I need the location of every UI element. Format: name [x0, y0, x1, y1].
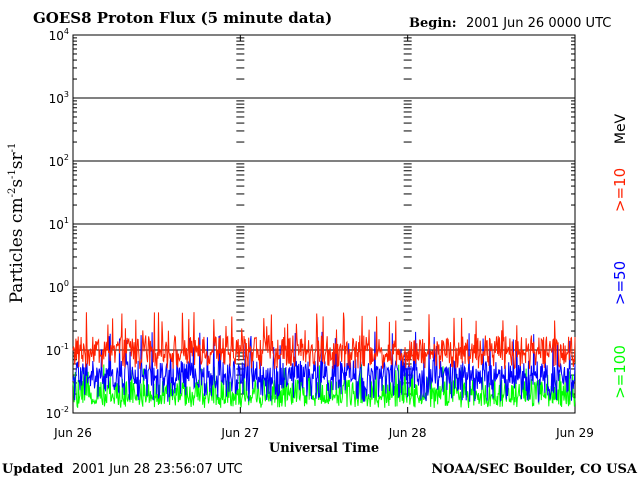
series-line-2	[72, 364, 576, 409]
y-tick-exponent: 4	[64, 27, 69, 36]
legend-ge100: >=100	[611, 345, 629, 399]
chart-title: GOES8 Proton Flux (5 minute data)	[33, 9, 332, 27]
begin-label: Begin:	[409, 16, 457, 31]
y-tick-base: 10	[46, 344, 61, 358]
y-tick-exponent: 0	[64, 279, 69, 288]
y-tick-label: 102	[49, 153, 69, 169]
y-tick-base: 10	[49, 155, 64, 169]
y-tick-exponent: -1	[61, 342, 69, 351]
updated-value: 2001 Jun 28 23:56:07 UTC	[72, 462, 243, 477]
series-line-0	[72, 312, 576, 370]
x-tick-label: Jun 27	[220, 426, 259, 440]
y-axis-label-sr: sr	[7, 151, 27, 169]
x-tick-label: Jun 29	[555, 426, 594, 440]
grid-lines	[72, 35, 576, 414]
y-tick-exponent: 2	[64, 153, 69, 162]
y-tick-exponent: -2	[61, 405, 69, 414]
y-tick-label: 103	[49, 90, 69, 106]
series-line-1	[72, 331, 576, 404]
y-tick-base: 10	[49, 29, 64, 43]
credit-text: NOAA/SEC Boulder, CO USA	[431, 462, 638, 477]
y-tick-base: 10	[49, 218, 64, 232]
x-tick-label: Jun 26	[53, 426, 92, 440]
y-axis-label-s: s	[7, 179, 27, 188]
y-axis-label-base: Particles cm	[7, 197, 27, 303]
y-tick-base: 10	[49, 92, 64, 106]
legend-ge10: >=10	[611, 168, 629, 212]
y-tick-exponent: 3	[64, 90, 69, 99]
y-tick-label: 101	[49, 216, 69, 232]
y-tick-exponent: 1	[64, 216, 69, 225]
y-axis-label-exp3: -1	[7, 143, 18, 153]
x-axis-label: Universal Time	[269, 441, 379, 456]
y-tick-label: 100	[49, 279, 69, 295]
begin-value: 2001 Jun 26 0000 UTC	[466, 16, 611, 31]
x-tick-label: Jun 28	[388, 426, 427, 440]
x-tick-labels: Jun 26 Jun 27 Jun 28 Jun 29	[53, 426, 594, 440]
legend-ge50: >=50	[611, 261, 629, 305]
y-tick-base: 10	[49, 281, 64, 295]
updated-label: Updated	[2, 462, 63, 477]
series-lines	[72, 312, 576, 409]
y-tick-label: 104	[49, 27, 69, 43]
y-axis-label-exp1: -2	[7, 188, 18, 198]
y-tick-label: 10-2	[46, 405, 69, 421]
y-tick-base: 10	[46, 407, 61, 421]
y-tick-label: 10-1	[46, 342, 69, 358]
y-axis-label-exp2: -1	[7, 169, 18, 179]
y-axis-label: Particles cm-2s-1sr-1	[7, 143, 27, 304]
legend-mev: MeV	[613, 113, 629, 144]
